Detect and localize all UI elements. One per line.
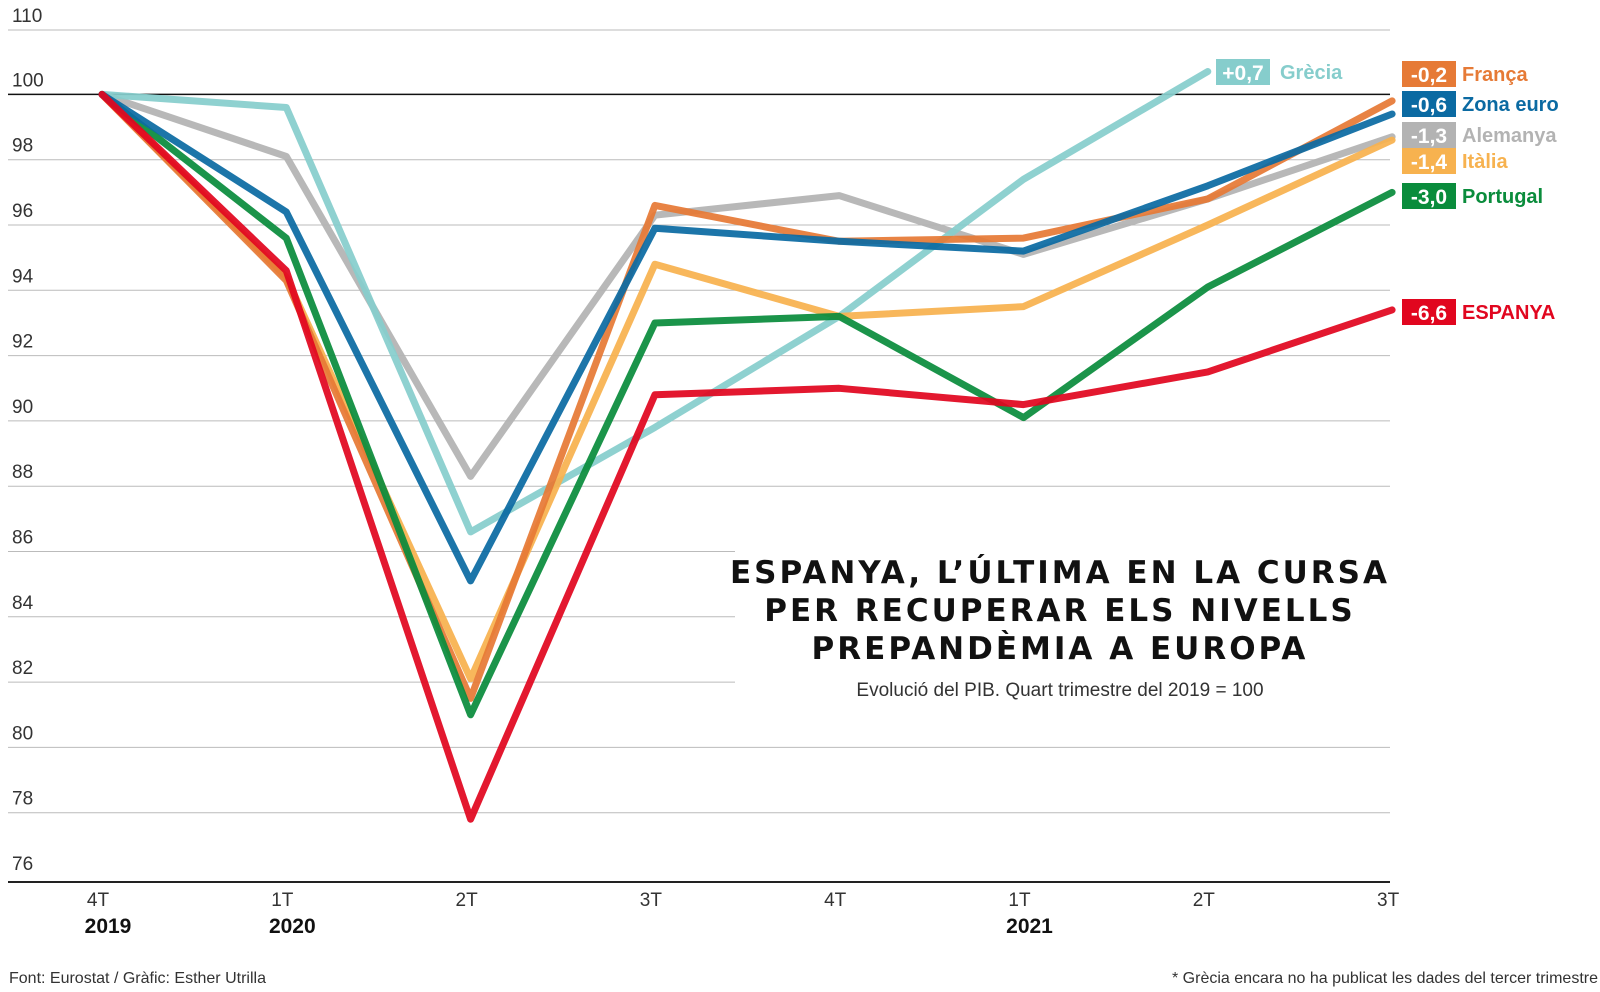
series-line-grècia xyxy=(98,68,1212,536)
series-lines xyxy=(98,68,1396,823)
series-name: França xyxy=(1462,64,1528,86)
value-badge xyxy=(1402,148,1456,174)
y-tick-label: 94 xyxy=(12,266,34,287)
x-tick-label: 4T xyxy=(824,890,847,911)
y-tick-label: 96 xyxy=(12,201,33,222)
x-year-label: 2020 xyxy=(269,915,316,938)
y-tick-label: 76 xyxy=(12,854,33,875)
series-name: Portugal xyxy=(1462,186,1543,208)
title-backdrop xyxy=(735,550,1405,702)
y-tick-label: 88 xyxy=(12,462,33,483)
x-year-label: 2021 xyxy=(1006,915,1053,938)
title-line-2: PER RECUPERAR ELS NIVELLS xyxy=(764,593,1355,629)
gridlines xyxy=(8,29,1390,883)
value-badge xyxy=(1402,61,1456,87)
series-label-espanya: -6,6 ESPANYA xyxy=(1402,299,1555,325)
source-credit: Font: Eurostat / Gràfic: Esther Utrilla xyxy=(9,970,266,987)
series-label-itàlia: -1,4 Itàlia xyxy=(1402,148,1508,174)
y-tick-label: 92 xyxy=(12,332,33,353)
x-axis: 4T 2019 1T 2020 2T 3T 4T 1T 2021 2T 3T xyxy=(85,890,1400,938)
title-line-1: ESPANYA, L’ÚLTIMA EN LA CURSA xyxy=(730,554,1390,591)
value-badge xyxy=(1402,183,1456,209)
badge-value: -3,0 xyxy=(1411,186,1447,209)
series-label-frança: -0,2 França xyxy=(1402,61,1528,87)
value-badge xyxy=(1402,122,1456,148)
y-tick-label: 90 xyxy=(12,397,33,418)
y-tick-label: 80 xyxy=(12,723,33,744)
y-tick-label: 98 xyxy=(12,136,33,157)
badge-value: -6,6 xyxy=(1411,302,1447,325)
value-badge xyxy=(1216,59,1270,85)
chart-subtitle: Evolució del PIB. Quart trimestre del 20… xyxy=(856,680,1263,701)
greece-footnote: * Grècia encara no ha publicat les dades… xyxy=(1172,970,1598,987)
y-tick-label: 110 xyxy=(12,6,42,27)
series-line-frança xyxy=(98,90,1396,702)
chart-title: ESPANYA, L’ÚLTIMA EN LA CURSA PER RECUPE… xyxy=(730,554,1390,701)
title-line-3: PREPANDÈMIA A EUROPA xyxy=(812,631,1309,667)
x-tick-label: 3T xyxy=(640,890,663,911)
series-label-zona-euro: -0,6 Zona euro xyxy=(1402,91,1559,117)
series-line-zona-euro xyxy=(98,90,1396,585)
series-line-alemanya xyxy=(98,90,1396,480)
y-axis-ticks: 76 78 80 82 84 86 88 90 92 94 96 98 100 110 xyxy=(12,6,44,875)
x-tick-label: 4T xyxy=(87,890,110,911)
value-badge xyxy=(1402,91,1456,117)
badge-value: -1,3 xyxy=(1411,125,1447,148)
series-label-alemanya: -1,3 Alemanya xyxy=(1402,122,1557,148)
series-name: Itàlia xyxy=(1462,151,1508,173)
x-tick-label: 2T xyxy=(1193,890,1216,911)
y-tick-label: 100 xyxy=(12,70,44,91)
x-year-label: 2019 xyxy=(85,915,132,938)
series-name: Alemanya xyxy=(1462,125,1557,147)
series-name: Zona euro xyxy=(1462,94,1559,116)
series-line-espanya xyxy=(98,90,1396,823)
x-tick-label: 3T xyxy=(1377,890,1400,911)
y-tick-label: 78 xyxy=(12,789,33,810)
x-tick-label: 1T xyxy=(1008,890,1031,911)
y-tick-label: 84 xyxy=(12,593,34,614)
badge-value: +0,7 xyxy=(1222,62,1263,85)
badge-value: -0,6 xyxy=(1411,94,1447,117)
series-label-portugal: -3,0 Portugal xyxy=(1402,183,1543,209)
x-tick-label: 1T xyxy=(271,890,294,911)
series-label-grècia: +0,7 Grècia xyxy=(1216,59,1343,85)
value-badge xyxy=(1402,299,1456,325)
y-tick-label: 86 xyxy=(12,528,33,549)
series-line-portugal xyxy=(98,90,1396,719)
series-name: Grècia xyxy=(1280,62,1343,84)
x-tick-label: 2T xyxy=(456,890,479,911)
badge-value: -0,2 xyxy=(1411,64,1447,87)
series-name: ESPANYA xyxy=(1462,302,1555,324)
series-labels: -1,3 Alemanya +0,7 Grècia -1,4 Itàlia -0,2 Fran… xyxy=(1216,59,1559,325)
badge-value: -1,4 xyxy=(1411,151,1448,174)
y-tick-label: 82 xyxy=(12,658,33,679)
